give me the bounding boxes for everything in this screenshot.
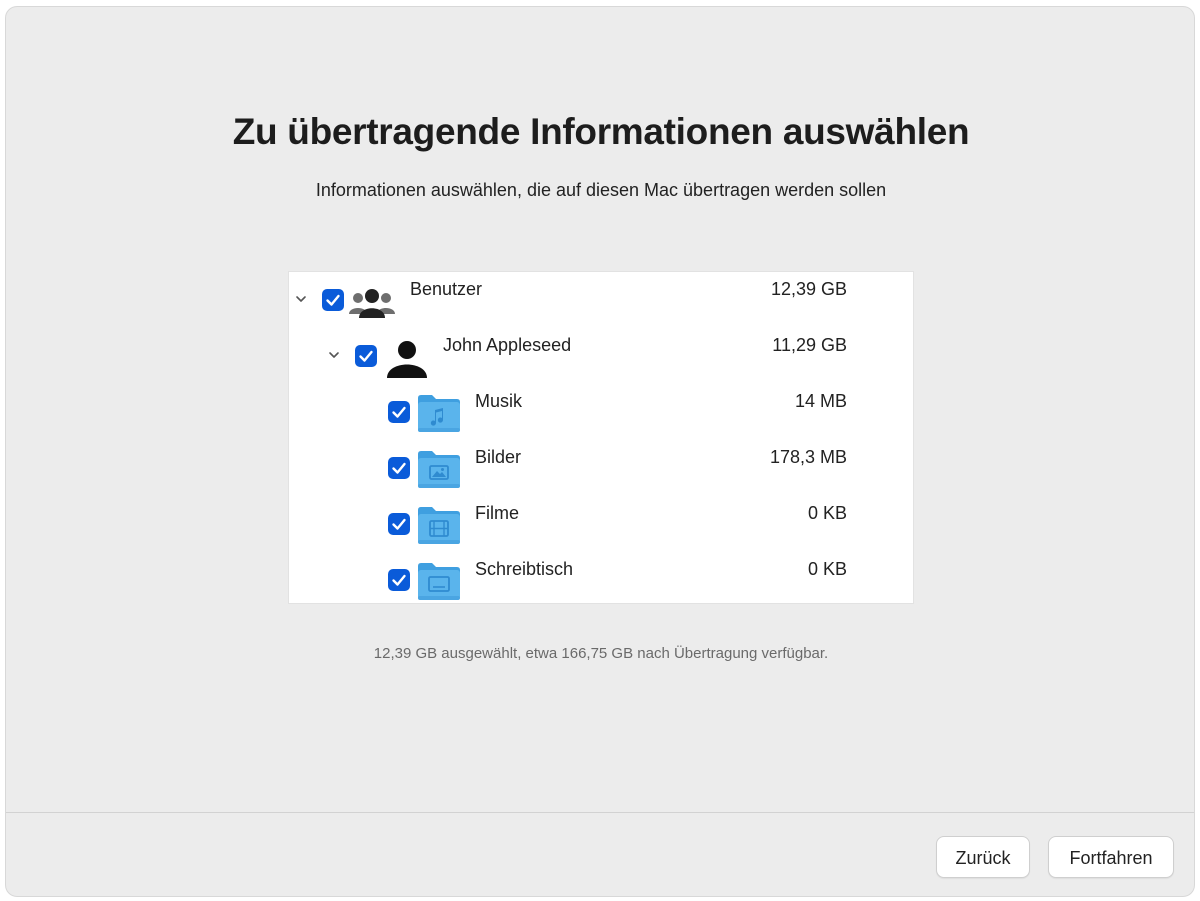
list-item-movies[interactable]: Filme 0 KB [289, 496, 913, 552]
list-item-size: 12,39 GB [770, 279, 847, 299]
list-item-size: 0 KB [807, 503, 847, 523]
list-item-user-account[interactable]: John Appleseed 11,29 GB [289, 328, 913, 384]
list-item-size: 178,3 MB [769, 447, 847, 467]
list-item-label: Filme [475, 503, 519, 523]
checkbox-pictures[interactable] [388, 457, 410, 479]
checkbox-user-account[interactable] [355, 345, 377, 367]
list-item-label: Musik [475, 391, 523, 411]
user-icon [387, 341, 427, 378]
list-item-label: Schreibtisch [475, 559, 574, 579]
list-item-label: John Appleseed [443, 335, 572, 355]
list-item-size: 14 MB [794, 391, 847, 411]
continue-button[interactable]: Fortfahren [1048, 836, 1174, 878]
selection-list[interactable]: Benutzer 12,39 GB John Appleseed 11,29 G… [288, 271, 914, 604]
checkbox-users[interactable] [322, 289, 344, 311]
page-subtitle: Informationen auswählen, die auf diesen … [315, 180, 887, 200]
footer-divider [6, 812, 1194, 813]
desktop-folder-icon [418, 563, 460, 600]
movies-folder-icon [418, 507, 460, 544]
list-item-label: Benutzer [410, 279, 483, 299]
music-folder-icon [418, 395, 460, 432]
checkbox-music[interactable] [388, 401, 410, 423]
chevron-down-icon[interactable] [327, 348, 341, 362]
transfer-summary: 12,39 GB ausgewählt, etwa 166,75 GB nach… [373, 645, 829, 662]
users-group-icon [349, 289, 395, 318]
page-title: Zu übertragende Informationen auswählen [232, 111, 970, 152]
checkbox-desktop[interactable] [388, 569, 410, 591]
migration-window: Zu übertragende Informationen auswählen … [5, 6, 1195, 897]
list-item-label: Bilder [475, 447, 522, 467]
list-item-desktop[interactable]: Schreibtisch 0 KB [289, 552, 913, 603]
chevron-down-icon[interactable] [294, 292, 308, 306]
list-item-music[interactable]: Musik 14 MB [289, 384, 913, 440]
list-item-users[interactable]: Benutzer 12,39 GB [289, 272, 913, 328]
list-item-size: 0 KB [807, 559, 847, 579]
pictures-folder-icon [418, 451, 460, 488]
back-button[interactable]: Zurück [936, 836, 1030, 878]
list-item-pictures[interactable]: Bilder 178,3 MB [289, 440, 913, 496]
checkbox-movies[interactable] [388, 513, 410, 535]
list-item-size: 11,29 GB [772, 335, 847, 355]
